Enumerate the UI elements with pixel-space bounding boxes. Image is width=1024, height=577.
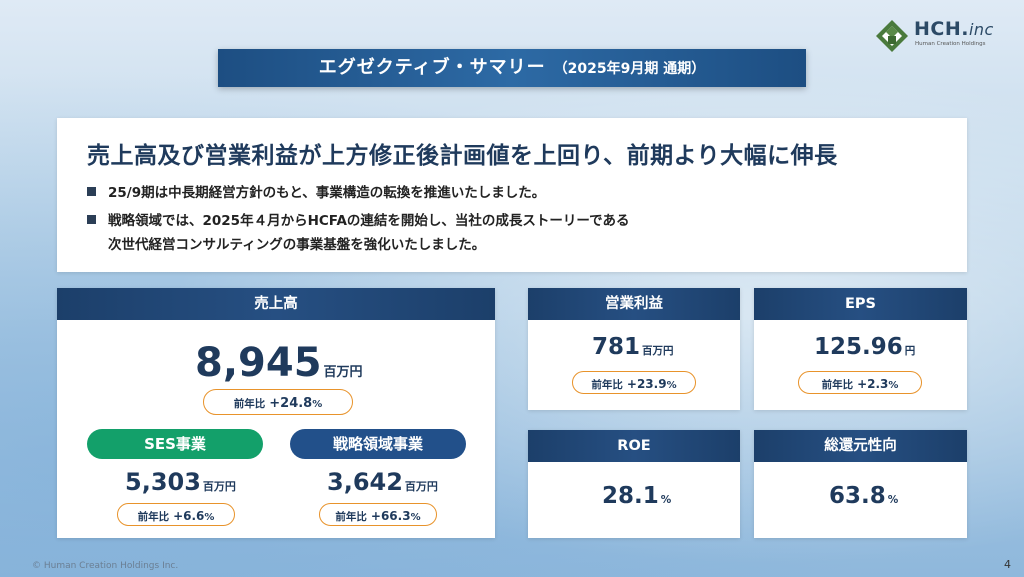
sales-yoy-badge: 前年比 +24.8%: [203, 389, 353, 415]
eps-yoy-badge: 前年比 +2.3%: [798, 371, 922, 394]
strategic-segment-value: 3,642 百万円: [327, 468, 438, 496]
page-number: 4: [1004, 558, 1011, 571]
strategic-yoy-badge: 前年比 +66.3%: [319, 503, 437, 526]
roe-header: ROE: [528, 430, 740, 462]
operating-profit-yoy-badge: 前年比 +23.9%: [572, 371, 696, 394]
summary-bullet-2: 戦略領域では、2025年４月からHCFAの連結を開始し、当社の成長ストーリーであ…: [87, 209, 629, 229]
ses-segment-value: 5,303 百万円: [125, 468, 236, 496]
footer-copyright: © Human Creation Holdings Inc.: [32, 561, 179, 571]
roe-value: 28.1%: [602, 483, 672, 509]
summary-bullet-2-continued: 次世代経営コンサルティングの事業基盤を強化いたしました。: [108, 237, 486, 253]
eps-header: EPS: [754, 288, 967, 320]
ses-yoy-badge: 前年比 +6.6%: [117, 503, 235, 526]
operating-profit-value: 781 百万円: [592, 334, 674, 360]
total-payout-header: 総還元性向: [754, 430, 967, 462]
logo-wordmark: HCH.inc: [914, 18, 994, 40]
bullet-square-icon: [87, 215, 96, 224]
operating-profit-card: 営業利益 781 百万円 前年比 +23.9%: [528, 288, 740, 410]
logo-tagline: Human Creation Holdings: [915, 41, 986, 47]
eps-value: 125.96 円: [814, 334, 916, 360]
total-payout-value: 63.8%: [829, 483, 899, 509]
sales-card: 売上高 8,945 百万円 前年比 +24.8% SES事業 5,303 百万円 前年…: [57, 288, 495, 538]
sales-card-header: 売上高: [57, 288, 495, 320]
eps-card: EPS 125.96 円 前年比 +2.3%: [754, 288, 967, 410]
summary-box: 売上高及び営業利益が上方修正後計画値を上回り、前期より大幅に伸長 25/9期は中…: [57, 118, 967, 272]
slide-subtitle: （2025年9月期 通期）: [553, 61, 706, 77]
summary-headline: 売上高及び営業利益が上方修正後計画値を上回り、前期より大幅に伸長: [87, 143, 838, 169]
strategic-segment-label: 戦略領域事業: [290, 429, 466, 459]
ses-segment-label: SES事業: [87, 429, 263, 459]
roe-card: ROE 28.1%: [528, 430, 740, 538]
slide-title-banner: エグゼクティブ・サマリー （2025年9月期 通期）: [218, 49, 806, 87]
slide-title: エグゼクティブ・サマリー: [318, 57, 546, 78]
sales-value: 8,945 百万円: [195, 340, 363, 386]
operating-profit-header: 営業利益: [528, 288, 740, 320]
bullet-square-icon: [87, 187, 96, 196]
summary-bullet-1: 25/9期は中長期経営方針のもと、事業構造の転換を推進いたしました。: [87, 181, 545, 201]
total-payout-card: 総還元性向 63.8%: [754, 430, 967, 538]
hch-logo-icon: [876, 20, 908, 52]
company-logo: HCH.inc Human Creation Holdings: [874, 16, 1014, 56]
